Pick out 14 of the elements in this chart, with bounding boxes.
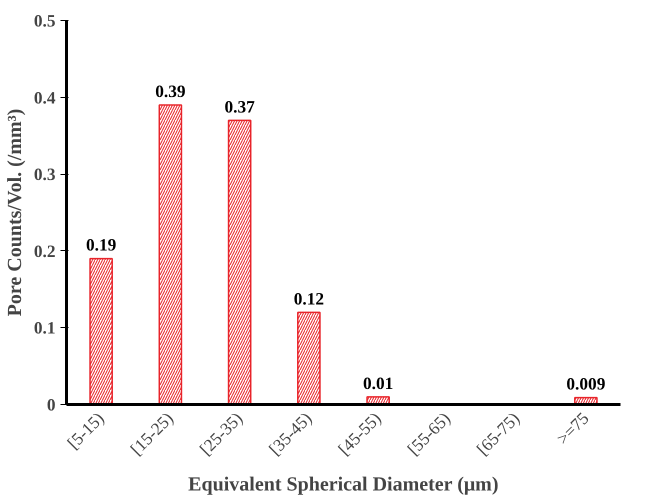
data-label: 0.12 xyxy=(294,289,324,308)
data-label: 0.01 xyxy=(362,374,394,393)
y-tick-label: 0.1 xyxy=(34,318,56,338)
y-tick-label: 0 xyxy=(46,396,56,414)
y-tick-label: 0.4 xyxy=(34,88,56,108)
y-tick-label: 0.3 xyxy=(34,165,56,184)
data-label: 0.39 xyxy=(155,82,186,101)
y-tick-label: 0.2 xyxy=(34,242,56,261)
y-tick-label: 0.5 xyxy=(34,12,56,30)
y-axis-title: Pore Counts/Vol. (/mm³) xyxy=(4,108,26,316)
data-label: 0.37 xyxy=(224,97,256,116)
data-label: 0.19 xyxy=(86,236,117,255)
data-label: 0.009 xyxy=(566,374,606,394)
x-axis-title: Equivalent Spherical Diameter (μm) xyxy=(188,474,499,496)
